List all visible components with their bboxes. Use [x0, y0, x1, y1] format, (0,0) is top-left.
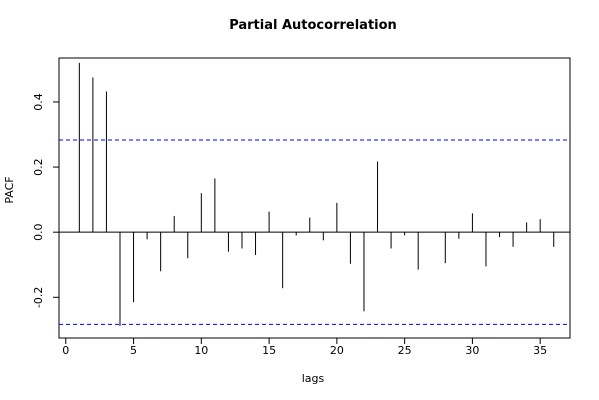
- x-tick-label: 15: [262, 344, 276, 357]
- x-axis-label: lags: [302, 372, 325, 385]
- y-tick-label: 0.0: [32, 223, 45, 241]
- x-tick-label: 20: [330, 344, 344, 357]
- chart-title: Partial Autocorrelation: [229, 18, 397, 33]
- x-tick-label: 0: [62, 344, 69, 357]
- y-axis-label: PACF: [3, 176, 16, 203]
- plot-frame: [58, 57, 571, 339]
- y-tick-label: -0.2: [32, 287, 45, 308]
- x-axis: 0 5 10 15 20 25 30 35: [62, 337, 547, 357]
- pacf-marks: [59, 62, 570, 326]
- x-tick-label: 10: [194, 344, 208, 357]
- x-tick-label: 25: [398, 344, 412, 357]
- x-tick-label: 35: [533, 344, 547, 357]
- x-tick-label: 30: [465, 344, 479, 357]
- x-tick-label: 5: [130, 344, 137, 357]
- y-tick-label: 0.4: [32, 93, 45, 111]
- y-axis: -0.2 0.0 0.2 0.4: [32, 93, 60, 308]
- y-tick-label: 0.2: [32, 158, 45, 176]
